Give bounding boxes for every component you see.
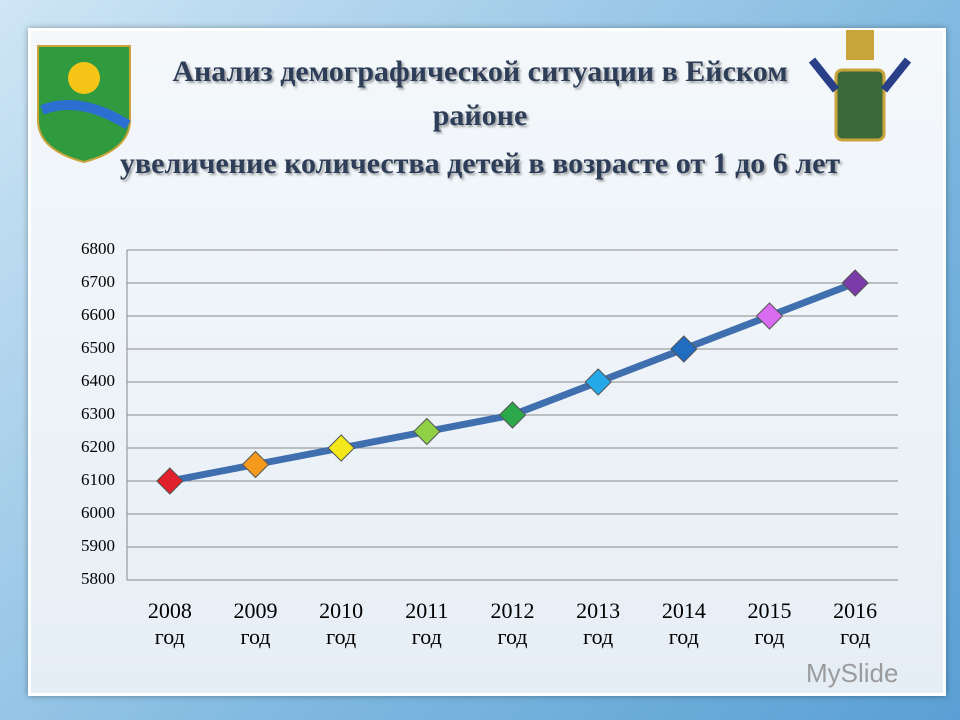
y-tick-label: 6600 xyxy=(81,305,115,324)
marker xyxy=(841,269,869,297)
marker xyxy=(755,302,784,330)
marker xyxy=(327,434,355,462)
x-tick-label: 2016 год xyxy=(833,598,878,649)
x-tick-label: 2008 год xyxy=(147,598,192,649)
x-tick-label: 2012 год xyxy=(490,598,535,649)
x-tick-label: 2009 год xyxy=(233,598,278,649)
marker xyxy=(498,401,527,429)
y-tick-label: 6300 xyxy=(81,404,115,423)
y-tick-label: 6500 xyxy=(81,338,115,357)
y-tick-label: 6100 xyxy=(81,470,115,489)
x-tick-label: 2013 год xyxy=(576,598,621,649)
y-tick-label: 6800 xyxy=(81,239,115,258)
y-tick-label: 6200 xyxy=(81,437,115,456)
y-tick-label: 5900 xyxy=(81,536,115,555)
chart-title: Анализ демографической ситуации в Ейском… xyxy=(172,55,788,132)
watermark: MySlide xyxy=(806,658,899,688)
y-tick-label: 6000 xyxy=(81,503,115,522)
x-tick-label: 2014 год xyxy=(661,598,706,649)
marker xyxy=(584,368,612,396)
x-tick-label: 2010 год xyxy=(319,598,364,649)
emblem-left xyxy=(37,45,131,164)
emblem-right xyxy=(808,30,912,142)
y-tick-label: 6400 xyxy=(81,371,115,390)
y-tick-label: 6700 xyxy=(81,272,115,291)
marker xyxy=(156,467,184,495)
marker xyxy=(413,417,441,446)
marker xyxy=(670,335,698,363)
x-tick-label: 2011 год xyxy=(405,598,449,649)
marker xyxy=(241,450,270,479)
y-tick-label: 5800 xyxy=(81,569,115,588)
x-tick-label: 2015 год xyxy=(747,598,792,649)
chart-subtitle: увеличение количества детей в возрасте о… xyxy=(119,147,841,180)
panel xyxy=(28,28,946,696)
